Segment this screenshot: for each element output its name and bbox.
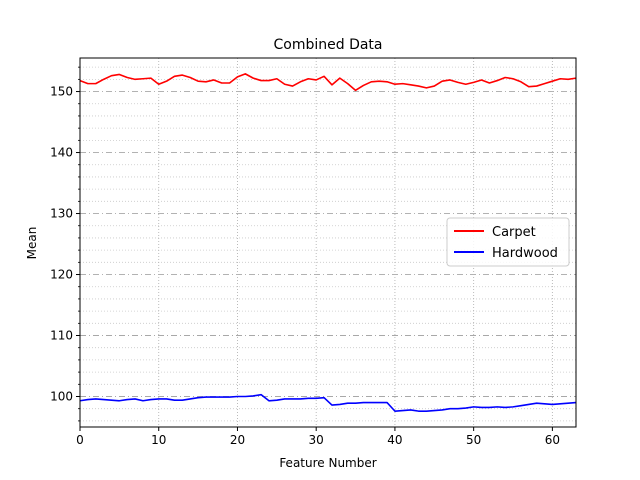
y-tick-label: 110 — [50, 329, 73, 343]
y-axis-title: Mean — [25, 227, 39, 260]
y-tick-label: 100 — [50, 390, 73, 404]
ticks: 0 10 20 30 40 50 60 100 110 120 130 140 150 — [50, 66, 560, 447]
legend-label-hardwood: Hardwood — [492, 246, 558, 261]
legend-label-carpet: Carpet — [492, 225, 536, 240]
x-tick-label: 40 — [387, 433, 402, 447]
x-tick-label: 60 — [545, 433, 560, 447]
y-tick-label: 130 — [50, 207, 73, 221]
grid — [80, 58, 576, 427]
x-axis-title: Feature Number — [279, 456, 376, 470]
series-line-carpet — [79, 73, 577, 92]
x-tick-label: 10 — [151, 433, 166, 447]
series-line-hardwood — [79, 393, 577, 412]
y-tick-label: 150 — [50, 85, 73, 99]
x-tick-label: 0 — [76, 433, 84, 447]
y-tick-label: 140 — [50, 146, 73, 160]
series-group — [79, 73, 577, 412]
x-tick-label: 30 — [309, 433, 324, 447]
legend: Carpet Hardwood — [446, 217, 570, 267]
x-tick-label: 20 — [230, 433, 245, 447]
y-tick-label: 120 — [50, 268, 73, 282]
chart-title: Combined Data — [273, 37, 382, 53]
plot-frame — [79, 57, 577, 428]
x-tick-label: 50 — [466, 433, 481, 447]
